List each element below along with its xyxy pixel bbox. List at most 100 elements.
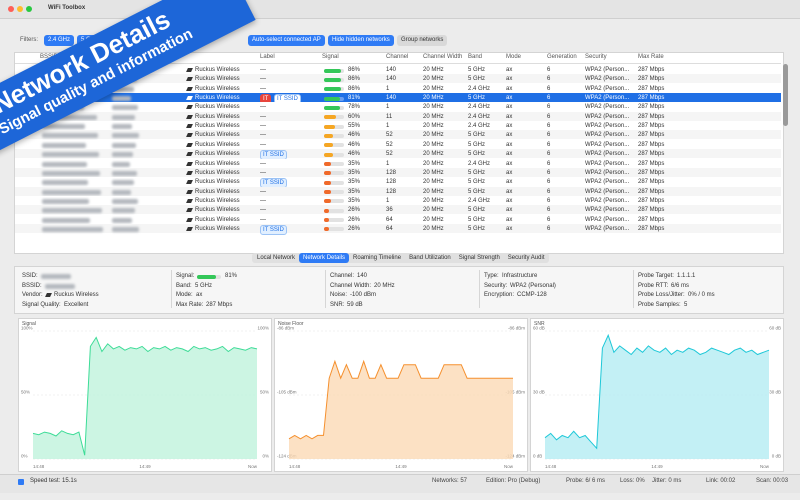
- cell-mode: ax: [506, 67, 513, 73]
- title-bar: [0, 0, 800, 19]
- toggle-button[interactable]: Auto-select connected AP: [248, 35, 325, 46]
- signal-text: 35%: [348, 188, 361, 195]
- signal-bar: [324, 180, 331, 185]
- cell-security: WPA2 (Person...: [585, 85, 630, 92]
- blurred-text: [112, 161, 130, 167]
- column-header[interactable]: Band: [468, 54, 483, 60]
- table-row[interactable]: [15, 65, 781, 74]
- vendor: Ruckus Wireless: [195, 85, 240, 92]
- table-row[interactable]: [15, 139, 781, 149]
- x-tick-label: 14:48: [289, 464, 301, 469]
- toggle-button[interactable]: Group networks: [397, 35, 448, 46]
- y-tick-label: 0 dB: [533, 454, 542, 459]
- cell-width: 20 MHz: [423, 76, 444, 83]
- cell-mode: ax: [506, 197, 513, 204]
- table-row[interactable]: [15, 74, 781, 84]
- minimize-button[interactable]: [17, 6, 23, 12]
- signal-bar: [324, 115, 336, 120]
- area: [33, 337, 257, 459]
- table-row[interactable]: [15, 223, 781, 233]
- cell-channel: 1: [386, 104, 390, 111]
- cell-rate: 287 Mbps: [638, 197, 665, 204]
- column-header[interactable]: Channel: [386, 54, 409, 60]
- cell-mode: ax: [506, 76, 513, 83]
- column-header[interactable]: Mode: [506, 54, 522, 60]
- close-button[interactable]: [8, 6, 14, 12]
- table-row[interactable]: [15, 186, 781, 196]
- column-header[interactable]: Security: [585, 54, 607, 60]
- table-row[interactable]: [15, 130, 781, 140]
- table-row[interactable]: [15, 167, 781, 177]
- cell-channel: 140: [386, 67, 397, 73]
- cell-security: WPA2 (Person...: [585, 141, 630, 148]
- chart-title: Noise Floor: [278, 321, 304, 327]
- speed-test-icon[interactable]: [18, 479, 24, 485]
- blurred-text: [112, 114, 135, 120]
- detail-key: Max Rate:: [176, 301, 204, 308]
- x-tick-label: 14:49: [395, 464, 407, 469]
- signal-bar: [324, 171, 331, 176]
- cell-security: WPA2 (Person...: [585, 197, 630, 204]
- column-header[interactable]: Label: [260, 54, 275, 60]
- cell-band: 5 GHz: [468, 141, 486, 148]
- status-bar: [0, 474, 800, 493]
- column-header[interactable]: Max Rate: [638, 54, 664, 60]
- table-row[interactable]: [15, 149, 781, 159]
- line: [32, 336, 258, 456]
- table-row[interactable]: [15, 177, 781, 187]
- cell-width: 20 MHz: [423, 160, 444, 167]
- tab[interactable]: Security Audit: [507, 255, 545, 261]
- y-tick-label-right: 0%: [262, 454, 269, 459]
- table-row[interactable]: [15, 102, 781, 112]
- status-item: Loss: 0%: [620, 478, 645, 484]
- tab[interactable]: Local Network: [257, 255, 296, 261]
- detail-value: Infrastructure: [502, 273, 538, 279]
- table-row[interactable]: [15, 205, 781, 215]
- signal-bar: [324, 77, 342, 82]
- column-header[interactable]: Channel Width: [423, 54, 463, 60]
- signal-bar: [324, 68, 342, 73]
- blurred-text: [42, 142, 86, 148]
- cell-width: 20 MHz: [423, 151, 444, 158]
- vendor: Ruckus Wireless: [195, 95, 240, 102]
- cell-security: WPA2 (Person...: [585, 179, 630, 186]
- table-row[interactable]: [15, 93, 781, 103]
- column-header[interactable]: Generation: [547, 54, 577, 60]
- table-row[interactable]: [15, 158, 781, 168]
- cell-mode: ax: [506, 216, 513, 223]
- tab[interactable]: Band Utilization: [409, 255, 451, 261]
- zoom-button[interactable]: [26, 6, 32, 12]
- cell-security: WPA2 (Person...: [585, 160, 630, 167]
- toggle-button[interactable]: Hide hidden networks: [328, 35, 394, 46]
- signal-track: [324, 190, 344, 195]
- scrollbar[interactable]: [783, 64, 788, 126]
- signal-text: 86%: [348, 85, 361, 92]
- y-tick-label: 0%: [21, 454, 28, 459]
- cell-rate: 287 Mbps: [638, 123, 665, 130]
- table-row[interactable]: [15, 195, 781, 205]
- status-item: Networks: 57: [432, 478, 468, 484]
- cell-gen: 6: [547, 225, 551, 232]
- cell-security: WPA2 (Person...: [585, 225, 630, 232]
- table-row[interactable]: [15, 121, 781, 131]
- table-row[interactable]: [15, 111, 781, 121]
- signal-text: 81%: [348, 95, 361, 102]
- signal-text: 46%: [348, 141, 361, 148]
- signal-track: [324, 218, 344, 223]
- tab[interactable]: Signal Strength: [458, 255, 500, 261]
- table-row[interactable]: [15, 214, 781, 224]
- table-row[interactable]: [15, 83, 781, 93]
- column-header[interactable]: Signal: [322, 54, 339, 60]
- filter-chip[interactable]: 2.4 GHz: [44, 35, 75, 46]
- line: [544, 333, 770, 450]
- cell-gen: 6: [547, 197, 551, 204]
- cell-security: WPA2 (Person...: [585, 151, 630, 158]
- cell-band: 2.4 GHz: [468, 113, 491, 120]
- tab[interactable]: Network Details: [299, 253, 350, 263]
- cell-band: 5 GHz: [468, 95, 486, 102]
- signal-bar: [324, 227, 330, 232]
- cell-channel: 140: [386, 76, 397, 83]
- detail-value: 0% / 0 ms: [688, 292, 715, 298]
- tab[interactable]: Roaming Timeline: [353, 255, 402, 261]
- cell-band: 2.4 GHz: [468, 85, 491, 92]
